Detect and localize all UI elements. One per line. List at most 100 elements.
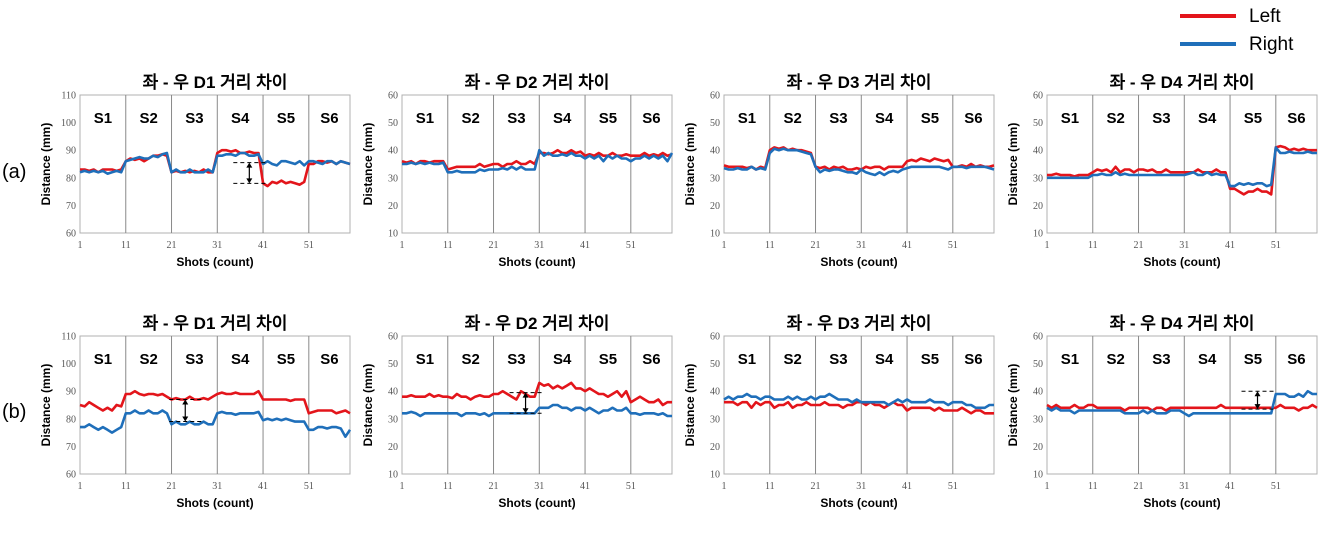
segment-label: S4 — [1198, 351, 1217, 368]
y-tick-label: 40 — [388, 146, 398, 157]
x-tick-label: 1 — [1045, 481, 1050, 492]
y-tick-label: 110 — [61, 332, 76, 343]
x-tick-label: 51 — [626, 240, 636, 251]
segment-label: S4 — [875, 110, 894, 127]
y-tick-label: 40 — [710, 387, 720, 398]
y-tick-label: 40 — [1033, 387, 1043, 398]
segment-label: S1 — [738, 110, 756, 127]
segment-label: S3 — [1152, 351, 1170, 368]
segment-label: S6 — [642, 110, 660, 127]
segment-label: S5 — [599, 110, 617, 127]
x-tick-label: 21 — [1134, 240, 1144, 251]
difference-annotation — [233, 162, 266, 184]
difference-annotation — [169, 398, 202, 423]
y-tick-label: 100 — [61, 359, 76, 370]
x-tick-label: 11 — [1088, 481, 1098, 492]
y-tick-label: 40 — [388, 387, 398, 398]
y-tick-label: 70 — [66, 442, 76, 453]
y-tick-label: 60 — [388, 91, 398, 102]
x-axis-label: Shots (count) — [498, 496, 575, 510]
y-tick-label: 60 — [710, 332, 720, 343]
chart-title: 좌 - 우 D3 거리 차이 — [787, 73, 932, 92]
segment-label: S6 — [1287, 351, 1305, 368]
plot-frame — [1046, 94, 1318, 234]
x-tick-label: 31 — [212, 481, 222, 492]
y-tick-label: 70 — [66, 201, 76, 212]
y-tick-label: 30 — [1033, 414, 1043, 425]
segment-label: S4 — [553, 110, 572, 127]
segment-label: S4 — [875, 351, 894, 368]
y-tick-label: 40 — [710, 146, 720, 157]
segment-label: S2 — [1106, 110, 1124, 127]
segment-label: S3 — [829, 351, 847, 368]
x-tick-label: 31 — [856, 481, 866, 492]
x-tick-label: 31 — [534, 481, 544, 492]
legend-label-left: Left — [1249, 6, 1281, 27]
x-axis-label: Shots (count) — [498, 255, 575, 269]
x-tick-label: 1 — [722, 481, 727, 492]
chart-title: 좌 - 우 D3 거리 차이 — [787, 314, 932, 333]
series-line-left — [724, 400, 994, 415]
x-tick-label: 11 — [765, 240, 775, 251]
y-tick-label: 50 — [388, 118, 398, 129]
x-tick-label: 51 — [1271, 481, 1281, 492]
x-tick-label: 21 — [167, 481, 177, 492]
series-line-right — [723, 392, 994, 410]
y-tick-label: 60 — [66, 229, 76, 240]
y-tick-label: 50 — [710, 359, 720, 370]
y-tick-label: 100 — [61, 118, 76, 129]
x-tick-label: 11 — [443, 481, 453, 492]
y-axis-label: Distance (mm) — [361, 123, 375, 206]
y-tick-label: 90 — [66, 387, 76, 398]
x-tick-label: 21 — [167, 240, 177, 251]
segment-label: S1 — [416, 351, 434, 368]
x-tick-label: 11 — [121, 481, 131, 492]
series-line-right — [402, 403, 672, 418]
y-tick-label: 20 — [1033, 442, 1043, 453]
y-tick-label: 50 — [388, 359, 398, 370]
plot-frame — [723, 94, 995, 234]
x-tick-label: 41 — [902, 481, 912, 492]
segment-label: S3 — [507, 351, 525, 368]
x-tick-label: 21 — [1134, 481, 1144, 492]
x-tick-label: 1 — [722, 240, 727, 251]
segment-label: S5 — [1244, 351, 1262, 368]
y-tick-label: 80 — [66, 173, 76, 184]
segment-label: S4 — [231, 110, 250, 127]
x-axis-label: Shots (count) — [820, 496, 897, 510]
y-tick-label: 60 — [1033, 332, 1043, 343]
x-tick-label: 41 — [258, 240, 268, 251]
x-tick-label: 31 — [212, 240, 222, 251]
segment-label: S1 — [1061, 351, 1079, 368]
x-axis-label: Shots (count) — [1143, 496, 1220, 510]
x-tick-label: 1 — [78, 240, 83, 251]
segment-label: S4 — [553, 351, 572, 368]
series-line-right — [1047, 146, 1317, 188]
segment-label: S6 — [964, 351, 982, 368]
y-axis-label: Distance (mm) — [683, 123, 697, 206]
segment-label: S2 — [783, 110, 801, 127]
y-tick-label: 30 — [1033, 173, 1043, 184]
segment-label: S2 — [1106, 351, 1124, 368]
segment-label: S6 — [320, 351, 338, 368]
y-tick-label: 20 — [710, 442, 720, 453]
x-tick-label: 51 — [304, 481, 314, 492]
series-line-right — [402, 148, 674, 174]
y-tick-label: 20 — [388, 442, 398, 453]
x-axis-label: Shots (count) — [176, 255, 253, 269]
x-tick-label: 41 — [902, 240, 912, 251]
segment-label: S3 — [185, 110, 203, 127]
x-tick-label: 11 — [443, 240, 453, 251]
segment-label: S1 — [94, 110, 112, 127]
x-tick-label: 31 — [1179, 481, 1189, 492]
segment-label: S2 — [461, 110, 479, 127]
segment-label: S3 — [185, 351, 203, 368]
row-label-a: (a) — [2, 161, 26, 183]
segment-label: S2 — [139, 351, 157, 368]
x-tick-label: 21 — [489, 481, 499, 492]
